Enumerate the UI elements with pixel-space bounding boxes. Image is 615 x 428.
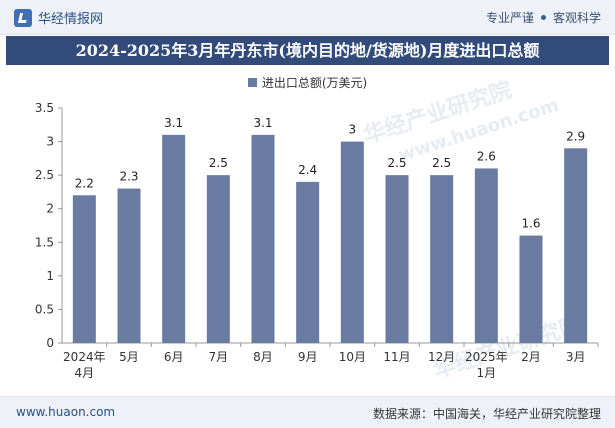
huajing-logo-icon bbox=[14, 8, 32, 27]
bar bbox=[162, 134, 186, 343]
y-tick-label: 2 bbox=[46, 202, 54, 216]
x-tick-label: 2024年 bbox=[63, 350, 106, 364]
bar-value-label: 2.5 bbox=[209, 156, 228, 170]
bar-value-label: 1.6 bbox=[521, 217, 540, 231]
bar-value-label: 2.9 bbox=[566, 129, 585, 143]
x-tick-label: 3月 bbox=[566, 350, 586, 364]
x-tick-label: 8月 bbox=[253, 350, 273, 364]
x-tick-label: 2月 bbox=[521, 350, 541, 364]
tagline-right: 客观科学 bbox=[552, 11, 601, 25]
bar-value-label: 2.4 bbox=[298, 163, 317, 177]
chart-legend[interactable]: 进出口总额(万美元) bbox=[0, 74, 615, 91]
legend-label: 进出口总额(万美元) bbox=[261, 76, 368, 90]
x-tick-label: 5月 bbox=[119, 350, 139, 364]
bar bbox=[519, 235, 543, 343]
y-tick-label: 1.5 bbox=[35, 235, 54, 249]
tagline-left: 专业严谨 bbox=[485, 11, 534, 25]
y-tick-label: 1 bbox=[46, 269, 54, 283]
bar-value-label: 2.5 bbox=[432, 156, 451, 170]
x-tick-label: 9月 bbox=[298, 350, 318, 364]
y-tick-label: 0 bbox=[46, 336, 54, 350]
x-tick-label: 4月 bbox=[75, 366, 95, 380]
bar-value-label: 2.6 bbox=[477, 149, 496, 163]
bar bbox=[385, 175, 409, 343]
x-tick-label: 12月 bbox=[428, 350, 455, 364]
y-tick-label: 0.5 bbox=[35, 302, 54, 316]
chart-title: 2024-2025年3月年丹东市(境内目的地/货源地)月度进出口总额 bbox=[6, 36, 609, 65]
bar bbox=[474, 168, 498, 343]
x-tick-label: 11月 bbox=[383, 350, 410, 364]
bar bbox=[296, 181, 320, 343]
y-tick-label: 3.5 bbox=[35, 101, 54, 115]
bar-value-label: 2.3 bbox=[119, 170, 138, 184]
tagline: 专业严谨 客观科学 bbox=[486, 9, 601, 26]
bar bbox=[206, 175, 230, 343]
footer: www.huaon.com 数据来源：中国海关，华经产业研究院整理 bbox=[0, 396, 615, 428]
x-tick-label: 6月 bbox=[164, 350, 184, 364]
y-tick-label: 2.5 bbox=[35, 168, 54, 182]
data-source: 数据来源：中国海关，华经产业研究院整理 bbox=[372, 407, 601, 421]
y-tick-label: 3 bbox=[46, 135, 54, 149]
bar-value-label: 3 bbox=[349, 123, 357, 137]
bar-value-label: 3.1 bbox=[164, 116, 183, 130]
bar bbox=[251, 134, 275, 343]
x-tick-label: 10月 bbox=[339, 350, 366, 364]
legend-swatch bbox=[247, 78, 257, 87]
bullet-dot-icon bbox=[540, 15, 546, 20]
brand[interactable]: 华经情报网 bbox=[14, 8, 103, 27]
bar-value-label: 2.5 bbox=[387, 156, 406, 170]
brand-name: 华经情报网 bbox=[38, 12, 104, 27]
bar bbox=[340, 141, 364, 343]
bar bbox=[72, 195, 96, 343]
bar-value-label: 3.1 bbox=[253, 116, 272, 130]
bar bbox=[430, 175, 454, 343]
footer-url[interactable]: www.huaon.com bbox=[16, 405, 116, 419]
x-tick-label: 7月 bbox=[209, 350, 229, 364]
bar bbox=[564, 148, 588, 343]
bar-value-label: 2.2 bbox=[75, 176, 94, 190]
bar bbox=[117, 188, 141, 343]
x-tick-label: 2025年 bbox=[465, 350, 508, 364]
x-tick-label: 1月 bbox=[477, 366, 497, 380]
top-bar: 华经情报网 专业严谨 客观科学 bbox=[0, 0, 615, 35]
